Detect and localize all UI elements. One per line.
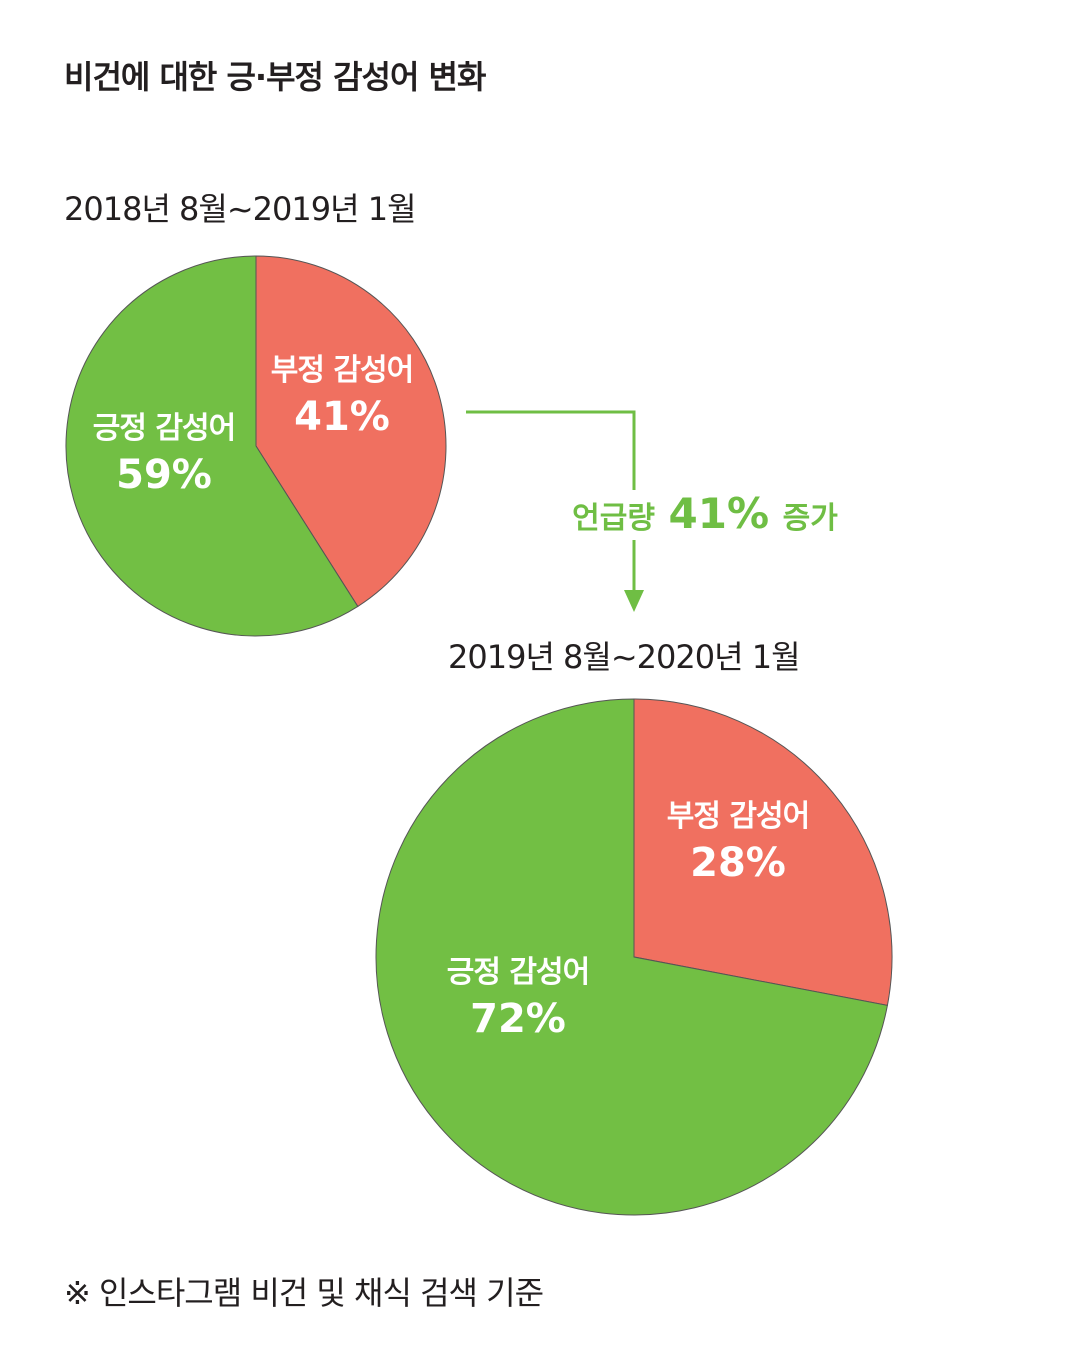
negative-slice-percent: 28% [690,840,786,886]
footnote: ※ 인스타그램 비건 및 채식 검색 기준 [64,1274,544,1312]
change-annotation: 언급량 41% 증가 [572,489,838,538]
arrow-head [624,590,644,612]
positive-slice-label: 긍정 감성어 [447,955,589,990]
negative-slice-label: 부정 감성어 [667,799,809,834]
negative-slice [255,255,447,608]
negative-slice [633,698,893,1006]
arrow-line-upper [466,410,636,490]
positive-slice [65,255,359,637]
positive-slice-label: 긍정 감성어 [93,411,235,446]
positive-slice-percent: 59% [116,452,212,498]
change-arrow [466,410,644,612]
pie-chart-before: 부정 감성어 41% 긍정 감성어 59% [65,255,447,637]
period-label-after: 2019년 8월~2020년 1월 [448,638,801,676]
positive-slice-percent: 72% [470,996,566,1042]
positive-slice [375,698,889,1216]
period-label-before: 2018년 8월~2019년 1월 [64,190,417,228]
annotation-prefix: 언급량 [572,501,655,536]
negative-slice-percent: 41% [294,394,390,440]
negative-slice-label: 부정 감성어 [271,353,413,388]
chart-title: 비건에 대한 긍·부정 감성어 변화 [64,58,486,96]
annotation-suffix: 증가 [783,501,839,536]
annotation-value: 41% [669,489,770,538]
pie-chart-after: 부정 감성어 28% 긍정 감성어 72% [375,698,893,1216]
